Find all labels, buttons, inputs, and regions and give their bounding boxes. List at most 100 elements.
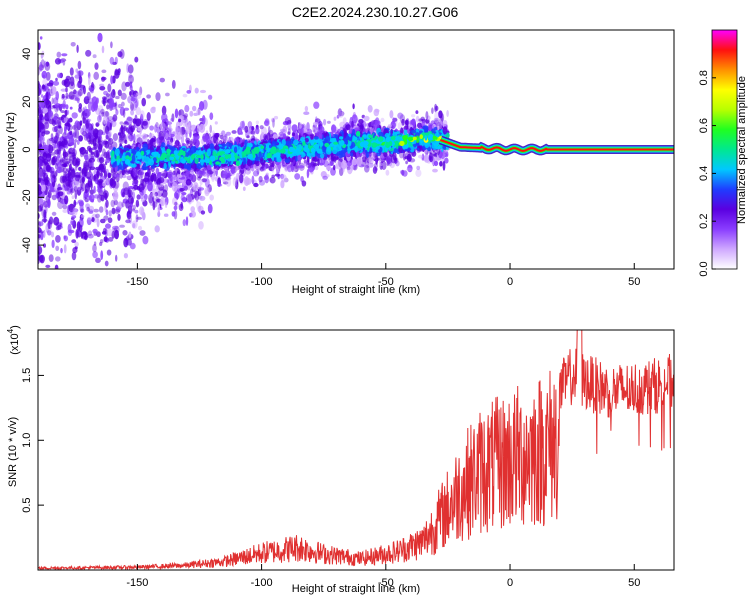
spectrogram-cell xyxy=(213,134,217,144)
spectrogram-cell xyxy=(51,97,55,105)
spectrogram-cell xyxy=(136,194,141,200)
spectrogram-cell xyxy=(173,205,178,211)
spectrogram-cell xyxy=(90,173,94,183)
spectrogram-cell xyxy=(48,166,53,173)
spectrogram-cell xyxy=(87,233,94,239)
spectrogram-cell xyxy=(124,139,128,145)
spectrogram-cell xyxy=(76,221,81,231)
spectrogram-cell xyxy=(338,111,345,117)
spectrogram-cell xyxy=(42,115,49,125)
spectrogram-cell xyxy=(88,180,92,185)
spectrogram-cell xyxy=(47,183,52,192)
spectrogram-cell xyxy=(373,108,380,117)
spectrogram-cell xyxy=(68,91,75,100)
spectrogram-cell xyxy=(55,91,59,101)
spectrogram-cell xyxy=(269,176,276,184)
spectrogram-cell xyxy=(272,118,275,128)
spectrogram-cell xyxy=(128,231,132,238)
spectrogram-cell xyxy=(215,167,218,177)
spectrogram-cell xyxy=(214,121,218,125)
spectrogram-cell xyxy=(172,171,176,182)
spectrogram-cell xyxy=(38,221,44,227)
spectrogram-cell xyxy=(196,108,202,116)
spectrogram-cell xyxy=(72,207,78,216)
spectrogram-cell xyxy=(96,152,99,157)
spectrogram-cell xyxy=(105,111,109,117)
spectrogram-cell xyxy=(44,61,51,71)
spectrogram-cell xyxy=(287,119,292,125)
spectrogram-cell xyxy=(319,162,324,166)
spectrogram-cell xyxy=(188,140,194,145)
spectrogram-cell xyxy=(107,116,114,121)
spectrogram-cell xyxy=(361,156,367,163)
spectrogram-cell xyxy=(171,182,178,192)
spectrogram-cell xyxy=(127,170,133,175)
spectrogram-cell xyxy=(111,120,117,128)
spectrogram-cell xyxy=(317,158,320,166)
spectrogram-cell xyxy=(73,141,77,149)
spectrogram-cell xyxy=(65,87,68,93)
spectrogram-cell xyxy=(151,106,156,111)
spectrogram-cell xyxy=(48,118,55,125)
spectrogram-cell xyxy=(92,251,98,259)
spectrogram-cell xyxy=(264,119,270,127)
spectrogram-cell xyxy=(56,154,61,159)
spectrogram-cell xyxy=(44,120,50,130)
spectrogram-cell xyxy=(54,162,58,170)
spectrogram-cell xyxy=(62,151,69,158)
spectrogram-cell xyxy=(190,170,195,181)
spectrogram-cell xyxy=(163,184,169,193)
spectrogram-cell xyxy=(84,133,89,139)
spectrogram-cell xyxy=(401,118,405,126)
spectrogram-cell xyxy=(306,169,310,179)
spectrogram-cell xyxy=(80,214,85,218)
spectrogram-cell xyxy=(41,84,47,92)
spectrogram-cell xyxy=(105,168,109,175)
spectrogram-cell xyxy=(126,63,130,73)
spectrogram-cell xyxy=(159,122,166,131)
spectrogram-cell xyxy=(188,212,193,217)
spectrogram-cell xyxy=(114,208,121,214)
spectrogram-cell xyxy=(306,162,312,168)
spectrogram-cell xyxy=(51,239,55,249)
spectrogram-cell xyxy=(239,120,245,129)
spectrogram-cell xyxy=(231,130,237,134)
spectrogram-cell xyxy=(379,162,384,166)
spectrogram-cell xyxy=(78,186,85,193)
spectrogram-cell xyxy=(41,218,48,223)
spectrogram-cell xyxy=(164,170,168,174)
spectrogram-cell xyxy=(98,179,103,189)
spectrogram-cell xyxy=(99,157,105,164)
spectrogram-cell xyxy=(152,201,158,208)
spectrogram-cell xyxy=(345,124,351,131)
spectrogram-cell xyxy=(415,169,422,178)
spectrogram-cell xyxy=(106,104,110,110)
spectrogram-cell xyxy=(64,122,70,127)
spectrogram-cell xyxy=(199,101,205,111)
spectrogram-cell xyxy=(235,178,239,185)
spectrogram-cell xyxy=(85,49,92,57)
spectrogram-cell xyxy=(65,92,69,99)
spectrogram-cell xyxy=(128,73,133,79)
spectrogram-cell xyxy=(92,147,97,151)
spectrogram-cell xyxy=(76,183,81,191)
spectrogram-cell xyxy=(39,123,45,130)
spectrogram-cell xyxy=(47,230,52,236)
spectrogram-cell xyxy=(93,169,97,177)
spectrogram-cell xyxy=(113,180,120,189)
spectrogram-cell xyxy=(100,108,105,115)
spectrogram-cell xyxy=(121,101,125,107)
spectrogram-cell xyxy=(290,165,295,172)
spectrogram-cell xyxy=(92,137,97,147)
spectrogram-cell xyxy=(271,174,276,178)
spectrogram-cell xyxy=(59,126,63,135)
spectrogram-cell xyxy=(412,121,416,126)
spectrogram-cell xyxy=(79,147,85,152)
spectrogram-cell xyxy=(77,97,80,104)
spectrogram-cell xyxy=(88,87,95,91)
spectrogram-cell xyxy=(171,211,176,217)
spectrogram-cell xyxy=(136,216,143,220)
spectrogram-cell xyxy=(166,121,173,126)
spectrogram-cell xyxy=(69,130,73,136)
spectrogram-cell xyxy=(336,156,339,160)
